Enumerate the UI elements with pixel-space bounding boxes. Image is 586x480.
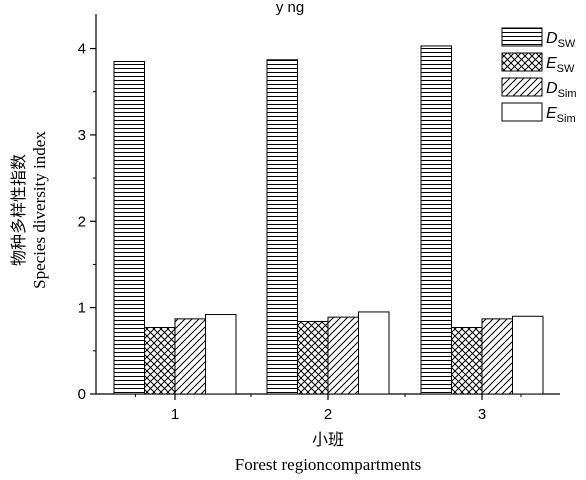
legend-label: ESW bbox=[546, 55, 575, 75]
bar-esw-1 bbox=[144, 327, 176, 395]
bar-esw-2 bbox=[297, 320, 329, 395]
y-tick-label: 3 bbox=[78, 127, 86, 144]
legend-swatch bbox=[501, 102, 543, 122]
bar-esim-3 bbox=[512, 315, 544, 395]
y-tick-label: 4 bbox=[78, 41, 86, 58]
y-ticks: 0 1 2 3 4 bbox=[78, 41, 96, 403]
bar-dsw-3 bbox=[420, 45, 452, 395]
x-axis-title-en: Forest regioncompartments bbox=[235, 455, 422, 474]
legend-label: DSW bbox=[546, 30, 576, 50]
x-ticks: 1 2 3 bbox=[135, 394, 522, 423]
legend-label: DSim bbox=[546, 80, 577, 100]
bars bbox=[113, 45, 544, 395]
legend-swatch bbox=[501, 27, 543, 47]
y-tick-label: 0 bbox=[78, 386, 86, 403]
bar-esim-2 bbox=[358, 311, 390, 395]
legend: DSW ESW DSim ESim bbox=[501, 27, 577, 125]
x-tick-label: 3 bbox=[478, 406, 486, 423]
bar-dsim-1 bbox=[174, 318, 206, 395]
x-tick-label: 1 bbox=[171, 406, 179, 423]
bar-dsim-3 bbox=[481, 318, 513, 395]
chart-top-text: y ng bbox=[276, 0, 304, 16]
legend-label: ESim bbox=[546, 105, 576, 125]
x-tick-label: 2 bbox=[324, 406, 332, 423]
bar-dsw-1 bbox=[113, 61, 145, 395]
y-axis-title-en: Species diversity index bbox=[30, 131, 49, 289]
bar-esw-3 bbox=[451, 327, 483, 395]
legend-swatch bbox=[501, 77, 543, 97]
y-tick-label: 1 bbox=[78, 300, 86, 317]
legend-swatch bbox=[501, 52, 543, 72]
y-tick-label: 2 bbox=[78, 213, 86, 230]
bar-dsim-2 bbox=[327, 316, 359, 395]
bar-esim-1 bbox=[205, 314, 237, 395]
bar-dsw-2 bbox=[266, 59, 298, 395]
y-axis-title-cn: 物种多样性指数 bbox=[9, 154, 28, 266]
x-axis-title-cn: 小班 bbox=[312, 430, 344, 449]
